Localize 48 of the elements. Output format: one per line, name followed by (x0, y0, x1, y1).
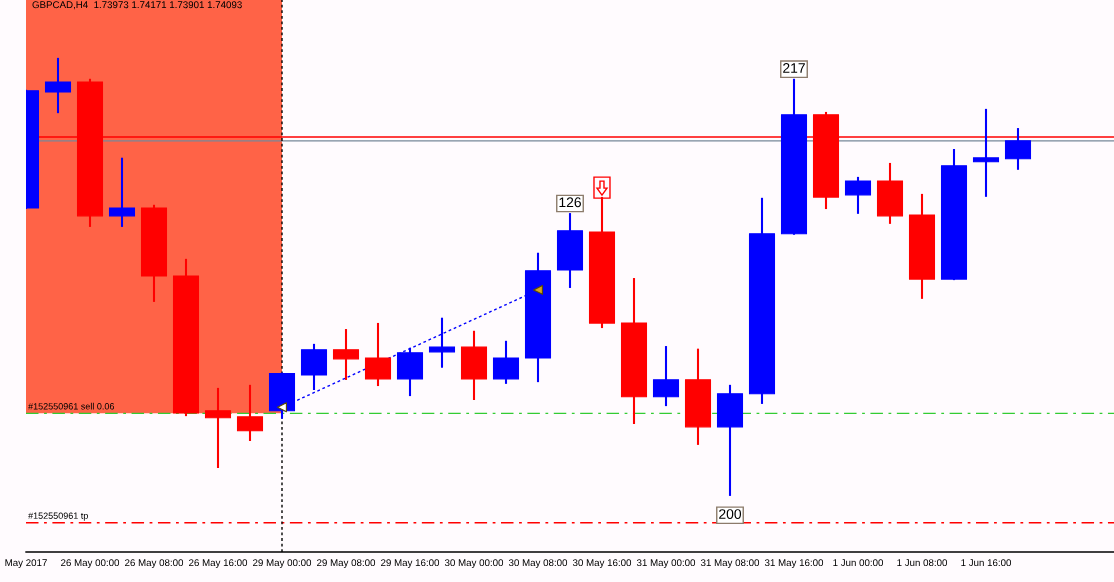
x-tick-label: 29 May 16:00 (381, 559, 440, 569)
candlestick (716, 384, 744, 496)
x-tick-label: 26 May 00:00 (61, 559, 120, 569)
x-tick-label: May 2017 (5, 559, 47, 569)
x-tick-label: 31 May 08:00 (700, 559, 760, 569)
annotation: 217 (783, 63, 805, 73)
x-tick-label: 30 May 16:00 (572, 559, 632, 569)
candlestick (428, 317, 456, 368)
x-tick-label: 1 Jun 16:00 (961, 559, 1012, 567)
candlestick (1004, 128, 1032, 170)
x-tick-label: 29 May 00:00 (253, 559, 312, 569)
x-tick-label: 31 May 00:00 (636, 559, 696, 569)
x-tick-label: 31 May 16:00 (764, 559, 824, 569)
candlestick (172, 258, 200, 417)
x-tick-label: 29 May 08:00 (317, 559, 376, 569)
x-tick-label: 1 Jun 08:00 (897, 559, 948, 567)
candlestick (108, 157, 136, 227)
candlestick (652, 346, 680, 407)
annotation: 200 (719, 509, 742, 519)
x-tick-label: 30 May 00:00 (444, 559, 504, 569)
candlestick (140, 204, 168, 302)
x-tick-label: 26 May 08:00 (125, 559, 184, 569)
chart-title: GBPCAD,H4 1.73973 1.74171 1.73901 1.74093 (32, 1, 242, 10)
candlestick (364, 322, 392, 387)
candlestick (844, 176, 872, 214)
candlestick (332, 329, 360, 380)
candlestick (236, 384, 264, 441)
candlestick (972, 108, 1000, 197)
candlestick (44, 57, 72, 114)
candlestick (396, 347, 424, 397)
x-tick-label: 26 May 16:00 (189, 559, 248, 569)
candlestick (684, 348, 712, 445)
candlestick (556, 213, 584, 288)
x-tick-label: 1 Jun 00:00 (833, 559, 884, 567)
candlestick (748, 197, 776, 404)
candlestick (908, 193, 936, 299)
candlestick (620, 278, 648, 424)
annotation: 126 (559, 197, 581, 208)
candlestick (940, 148, 968, 281)
candlestick (876, 162, 904, 224)
candlestick (204, 387, 232, 469)
candlestick (300, 343, 328, 390)
x-tick-label: 30 May 08:00 (508, 559, 568, 569)
ref-line-label: #152550961 sell 0.06 (28, 402, 115, 410)
candlestick (460, 330, 488, 400)
candlestick (780, 78, 808, 235)
candlestick (492, 340, 520, 384)
ref-line-label: #152550961 tp (28, 512, 88, 521)
